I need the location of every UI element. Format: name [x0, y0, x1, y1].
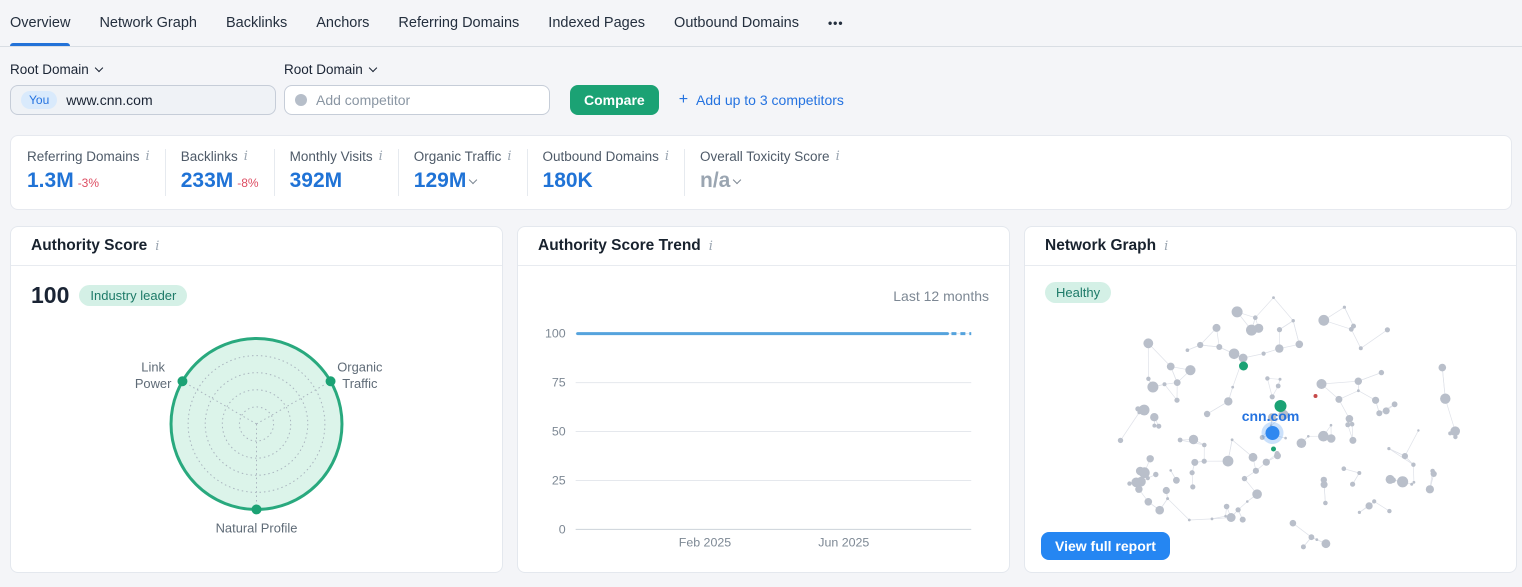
metric-label: Organic Traffic	[414, 149, 502, 164]
metric-label: Backlinks	[181, 149, 238, 164]
chevron-down-icon	[95, 64, 103, 72]
metric-change: -3%	[78, 176, 99, 190]
metric-organic-traffic: Organic Traffic i 129M	[398, 149, 512, 196]
metric-value: 392M	[290, 169, 343, 193]
tab-indexed-pages[interactable]: Indexed Pages	[548, 0, 645, 46]
metric-change: -8%	[237, 176, 258, 190]
svg-text:75: 75	[552, 376, 566, 390]
industry-leader-badge: Industry leader	[79, 285, 187, 306]
chevron-down-icon[interactable]	[733, 175, 741, 183]
svg-text:50: 50	[552, 425, 566, 439]
you-badge: You	[21, 91, 57, 109]
tab-backlinks[interactable]: Backlinks	[226, 0, 287, 46]
add-competitors-label: Add up to 3 competitors	[696, 92, 844, 108]
authority-score-card: Authority Score i 100 Industry leader Li…	[10, 226, 503, 573]
plus-icon: +	[679, 91, 688, 109]
info-icon[interactable]: i	[379, 149, 383, 164]
competitor-dot-icon	[295, 94, 307, 106]
trend-title: Authority Score Trend	[538, 237, 701, 255]
metric-toxicity-score: Overall Toxicity Score i n/a	[684, 149, 840, 196]
info-icon[interactable]: i	[836, 149, 840, 164]
svg-text:Traffic: Traffic	[342, 376, 378, 391]
metric-value: n/a	[700, 169, 730, 193]
tab-overview[interactable]: Overview	[10, 0, 70, 46]
info-icon[interactable]: i	[244, 149, 248, 164]
metric-backlinks: Backlinks i 233M-8%	[165, 149, 259, 196]
metric-value: 233M	[181, 169, 234, 193]
tab-bar: Overview Network Graph Backlinks Anchors…	[0, 0, 1522, 47]
authority-score-radar: Link Power Organic Traffic Natural Profile	[11, 266, 502, 573]
network-graph-card: Network Graph i Healthy cnn.com View ful…	[1024, 226, 1517, 573]
trend-period-label: Last 12 months	[893, 288, 989, 304]
you-domain-field[interactable]: You www.cnn.com	[10, 85, 276, 115]
metrics-bar: Referring Domains i 1.3M -3% Backlinks i 23…	[10, 135, 1512, 210]
metric-value: 180K	[543, 169, 593, 193]
svg-text:Feb 2025: Feb 2025	[679, 535, 732, 549]
svg-text:Jun 2025: Jun 2025	[818, 535, 869, 549]
svg-text:Link: Link	[141, 359, 165, 374]
metric-monthly-visits: Monthly Visits i 392M	[274, 149, 383, 196]
metric-label: Overall Toxicity Score	[700, 149, 830, 164]
compare-button[interactable]: Compare	[570, 85, 659, 115]
network-graph-visualization[interactable]: cnn.com	[1025, 266, 1516, 573]
compare-filters: Root Domain You www.cnn.com Root Domain …	[0, 47, 1522, 115]
metric-outbound-domains: Outbound Domains i 180K	[527, 149, 670, 196]
tab-outbound-domains[interactable]: Outbound Domains	[674, 0, 799, 46]
chevron-down-icon[interactable]	[469, 175, 477, 183]
info-icon[interactable]: i	[155, 239, 159, 254]
you-domain-value: www.cnn.com	[66, 92, 152, 108]
metric-value: 129M	[414, 169, 467, 193]
info-icon[interactable]: i	[709, 239, 713, 254]
svg-text:0: 0	[559, 522, 566, 536]
info-icon[interactable]: i	[146, 149, 150, 164]
tab-referring-domains[interactable]: Referring Domains	[398, 0, 519, 46]
widgets-row: Authority Score i 100 Industry leader Li…	[10, 226, 1517, 573]
metric-label: Referring Domains	[27, 149, 140, 164]
svg-text:Power: Power	[135, 376, 172, 391]
healthy-badge: Healthy	[1045, 282, 1111, 303]
tab-network-graph[interactable]: Network Graph	[99, 0, 197, 46]
svg-text:Natural Profile: Natural Profile	[216, 520, 298, 535]
svg-text:cnn.com: cnn.com	[1242, 408, 1300, 424]
competitor-domain-type-dropdown[interactable]: Root Domain	[284, 62, 376, 77]
chevron-down-icon	[369, 64, 377, 72]
tabs-more-button[interactable]: •••	[828, 0, 844, 46]
you-domain-type-dropdown[interactable]: Root Domain	[10, 62, 102, 77]
competitor-domain-type-label: Root Domain	[284, 62, 363, 77]
tab-anchors[interactable]: Anchors	[316, 0, 369, 46]
authority-score-value: 100	[31, 282, 69, 309]
info-icon[interactable]: i	[665, 149, 669, 164]
svg-text:100: 100	[545, 327, 566, 341]
trend-line-chart: 100 75 50 25 0 Feb 2025 Jun 2025	[518, 313, 1009, 558]
svg-text:Organic: Organic	[337, 359, 383, 374]
info-icon[interactable]: i	[507, 149, 511, 164]
authority-score-title: Authority Score	[31, 237, 147, 255]
network-graph-title: Network Graph	[1045, 237, 1156, 255]
competitor-input[interactable]	[316, 92, 539, 108]
info-icon[interactable]: i	[1164, 239, 1168, 254]
authority-score-trend-card: Authority Score Trend i Last 12 months 1…	[517, 226, 1010, 573]
svg-text:25: 25	[552, 474, 566, 488]
metric-referring-domains: Referring Domains i 1.3M -3%	[27, 149, 150, 196]
metric-value: 1.3M	[27, 169, 74, 193]
add-competitors-link[interactable]: + Add up to 3 competitors	[679, 91, 844, 109]
metric-label: Monthly Visits	[290, 149, 373, 164]
metric-label: Outbound Domains	[543, 149, 659, 164]
view-full-report-button[interactable]: View full report	[1041, 532, 1170, 560]
competitor-field-wrap	[284, 85, 550, 115]
you-domain-type-label: Root Domain	[10, 62, 89, 77]
